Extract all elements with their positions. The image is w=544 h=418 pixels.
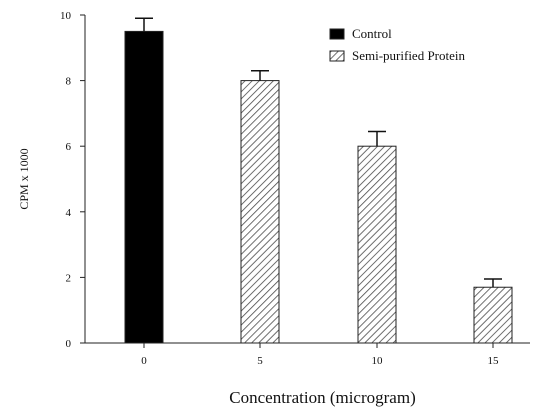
legend-swatch	[329, 50, 345, 62]
bar	[473, 286, 513, 344]
x-tick-label: 0	[141, 355, 147, 367]
legend-label: Control	[352, 26, 392, 41]
bars	[124, 30, 513, 344]
y-tick-label: 6	[66, 141, 72, 153]
error-bars	[135, 17, 502, 288]
y-tick-label: 10	[60, 10, 72, 22]
legend-swatch	[329, 28, 345, 40]
bar	[124, 30, 164, 344]
x-tick-label: 15	[488, 355, 500, 367]
legend-label: Semi-purified Protein	[352, 48, 466, 63]
bar	[357, 145, 397, 344]
legend: Control Semi-purified Protein	[329, 26, 466, 63]
x-tick-label: 5	[257, 355, 263, 367]
y-tick-label: 8	[66, 76, 72, 88]
bar	[240, 80, 280, 344]
y-tick-label: 2	[66, 272, 72, 284]
x-tick-label: 10	[372, 355, 384, 367]
y-tick-label: 4	[66, 207, 72, 219]
y-axis-title: CPM x 1000	[17, 148, 31, 209]
tick-labels: 0 2 4 6 8 10 0 5 10 15	[60, 10, 499, 367]
y-tick-label: 0	[66, 338, 72, 350]
x-axis-title: Concentration (microgram)	[229, 388, 415, 407]
